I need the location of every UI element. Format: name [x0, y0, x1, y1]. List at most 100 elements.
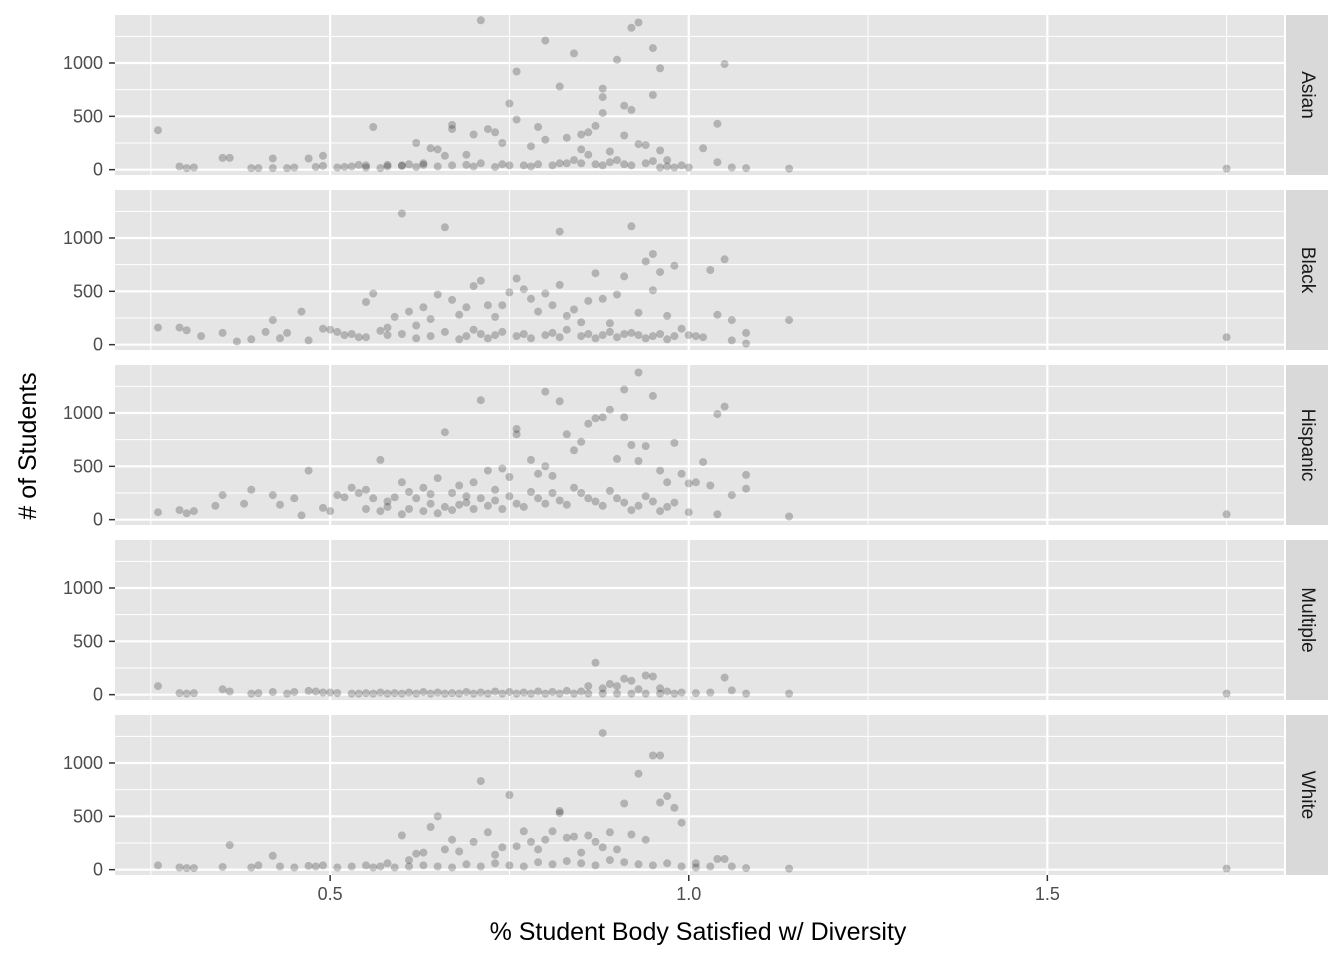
data-point [426, 144, 435, 153]
panel-background [115, 15, 1284, 175]
data-point [562, 430, 571, 439]
data-point [319, 151, 327, 160]
data-point [491, 331, 500, 340]
data-point [691, 689, 700, 698]
data-point [476, 862, 485, 871]
data-point [663, 311, 672, 320]
data-point [455, 310, 464, 319]
data-point [641, 159, 650, 168]
data-point [620, 160, 629, 169]
data-point [498, 160, 507, 169]
data-point [634, 368, 643, 377]
panel-background [115, 365, 1284, 525]
data-point [656, 163, 665, 172]
data-point [548, 471, 557, 480]
data-point [577, 489, 586, 497]
data-point [505, 99, 514, 108]
data-point [419, 848, 428, 857]
data-point [577, 318, 586, 327]
data-point [591, 861, 600, 870]
data-point [512, 332, 521, 341]
data-point [641, 334, 650, 343]
data-point [440, 327, 449, 336]
data-point [519, 688, 528, 697]
data-point [562, 686, 571, 695]
data-point [555, 227, 564, 236]
data-point [498, 139, 507, 147]
points-hispanic [154, 368, 1231, 521]
data-point [383, 497, 392, 506]
data-point [376, 862, 385, 871]
data-point [405, 688, 413, 697]
data-point [440, 502, 449, 511]
data-point [455, 481, 464, 490]
data-point [713, 855, 722, 863]
y-tick-label: 500 [73, 281, 103, 301]
data-point [620, 498, 629, 507]
data-point [613, 156, 621, 165]
data-point [362, 485, 370, 494]
data-point [311, 163, 320, 171]
data-point [376, 507, 385, 516]
data-point [627, 23, 636, 32]
data-point [562, 311, 571, 320]
data-point [555, 809, 564, 818]
data-point [656, 751, 665, 760]
data-point [1222, 510, 1231, 519]
data-point [663, 156, 672, 165]
data-point [491, 859, 500, 868]
data-point [455, 847, 464, 856]
data-point [483, 501, 492, 510]
data-point [605, 405, 614, 414]
data-point [713, 310, 722, 319]
data-point [785, 316, 794, 325]
data-point [182, 509, 191, 518]
strip-multiple [1286, 540, 1328, 700]
data-point [433, 290, 442, 299]
data-point [713, 410, 722, 419]
data-point [534, 123, 543, 131]
data-point [326, 325, 335, 334]
data-point [247, 485, 256, 494]
data-point [527, 487, 535, 496]
data-point [354, 160, 363, 169]
data-point [541, 36, 550, 45]
data-point [448, 863, 457, 872]
data-point [706, 266, 715, 274]
data-point [505, 861, 514, 870]
data-point [462, 498, 471, 507]
data-point [182, 326, 191, 335]
y-tick-label: 500 [73, 806, 103, 826]
data-point [656, 798, 665, 807]
data-point [426, 689, 435, 698]
data-point [347, 862, 356, 871]
data-point [534, 469, 543, 478]
data-point [347, 483, 356, 492]
data-point [512, 115, 521, 124]
data-point [591, 334, 600, 343]
data-point [613, 333, 621, 342]
data-point [598, 689, 607, 698]
x-axis: 0.5 1.0 1.5 [318, 875, 1060, 904]
data-point [311, 862, 320, 871]
panel-background [115, 190, 1284, 350]
data-point [570, 483, 578, 492]
data-point [548, 489, 557, 497]
data-point [541, 331, 550, 340]
data-point [670, 332, 679, 341]
data-point [448, 835, 457, 844]
data-point [519, 330, 528, 338]
data-point [498, 301, 507, 310]
data-point [634, 331, 643, 340]
data-point [304, 336, 313, 345]
data-point [319, 503, 327, 512]
data-point [369, 123, 378, 131]
data-point [462, 160, 471, 169]
data-point [591, 414, 600, 423]
data-point [154, 861, 162, 870]
y-tick-label: 0 [93, 860, 103, 880]
data-point [491, 312, 500, 321]
data-point [634, 860, 643, 869]
data-point [605, 327, 614, 336]
data-point [240, 499, 249, 508]
